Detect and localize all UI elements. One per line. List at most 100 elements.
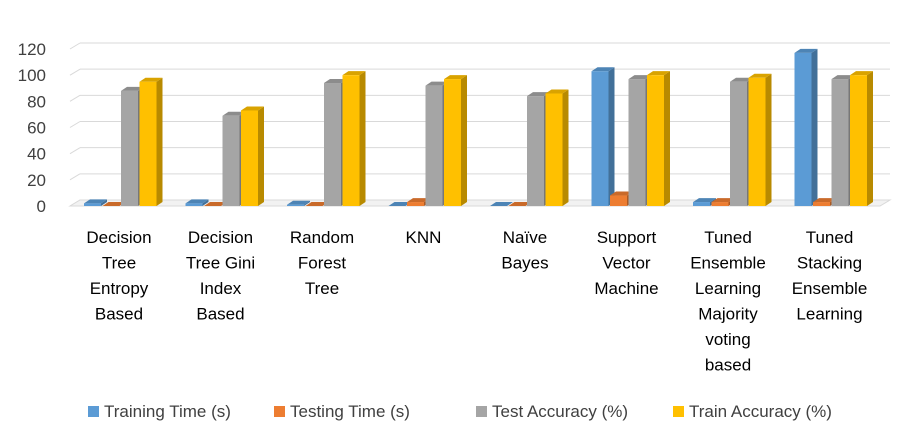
bar-top (527, 92, 550, 97)
category-label: Naïve Bayes (501, 228, 548, 273)
category-label-line: Naïve (503, 228, 547, 247)
category-label: Decision Tree Entropy Based (86, 228, 151, 324)
bar-top (444, 75, 467, 80)
bar-side (101, 199, 107, 206)
category-label-line: Ensemble (690, 254, 766, 273)
category-label: Support Vector Machine (594, 228, 658, 298)
bar-front (222, 115, 240, 206)
bar-top (628, 75, 652, 80)
bar-front (342, 75, 360, 207)
bar (102, 202, 126, 206)
legend-label: Train Accuracy (%) (689, 402, 832, 421)
y-tick-label: 60 (27, 119, 46, 138)
bar-top (490, 202, 513, 206)
bar-top (84, 199, 107, 204)
bar-front (610, 195, 627, 206)
bar-side (664, 71, 670, 207)
bar-top (139, 77, 163, 82)
legend: Training Time (s) Testing Time (s) Test Ac… (88, 402, 832, 421)
bar-side (867, 71, 873, 207)
bar-top (185, 199, 209, 204)
bar (84, 199, 107, 206)
bar (508, 202, 532, 206)
category-label-line: Learning (695, 279, 761, 298)
legend-label: Test Accuracy (%) (492, 402, 628, 421)
bar-front (121, 90, 138, 206)
bar-side (304, 200, 310, 206)
category-label-line: Ensemble (792, 279, 868, 298)
legend-swatch (88, 406, 99, 417)
category-label-line: voting (705, 330, 750, 349)
category-label-line: Support (597, 228, 657, 247)
legend-item: Training Time (s) (88, 402, 231, 421)
y-tick-label: 100 (18, 66, 46, 85)
bar-front (444, 79, 461, 206)
category-label-line: Tree (102, 254, 136, 273)
bar (748, 73, 772, 207)
category-label-line: Stacking (797, 254, 862, 273)
bar-top (831, 75, 855, 80)
bar-top (508, 202, 532, 206)
bar-front (813, 202, 830, 206)
legend-swatch (274, 406, 285, 417)
bar-front (850, 75, 867, 207)
gridline-side (69, 173, 81, 181)
bar-top (794, 48, 818, 53)
bar (185, 199, 209, 206)
bar-front (139, 81, 157, 206)
bar-front (241, 110, 258, 206)
bar-front (84, 203, 101, 206)
bar-front (425, 85, 443, 206)
bar-top (102, 202, 126, 206)
category-label-line: Learning (796, 305, 862, 324)
category-label-line: Based (95, 305, 143, 324)
bar-front (628, 79, 646, 206)
bar-front (831, 79, 849, 206)
category-label-line: KNN (406, 228, 442, 247)
bar (342, 71, 366, 207)
bar-top (591, 67, 615, 72)
bar-front (711, 202, 729, 206)
category-label-line: Random (290, 228, 354, 247)
bar-side (461, 75, 467, 206)
bar-side (359, 71, 366, 207)
y-tick-label: 20 (27, 171, 46, 190)
bars (84, 48, 873, 207)
bar-top (693, 198, 716, 203)
bar-top (545, 89, 569, 94)
y-tick-label: 0 (37, 197, 46, 216)
bar (490, 202, 513, 206)
legend-item: Test Accuracy (%) (476, 402, 628, 421)
gridline-side (69, 147, 81, 155)
category-label-line: Majority (698, 305, 758, 324)
bar (545, 89, 569, 206)
bar-side (608, 67, 615, 206)
legend-item: Testing Time (s) (274, 402, 410, 421)
legend-item: Train Accuracy (%) (673, 402, 832, 421)
legend-label: Training Time (s) (104, 402, 231, 421)
bar (139, 77, 163, 206)
bar-top (748, 73, 772, 78)
y-axis-ticks: 0 20 40 60 80 100 120 (18, 40, 46, 216)
bar-side (156, 77, 163, 206)
legend-label: Testing Time (s) (290, 402, 410, 421)
y-tick-label: 80 (27, 92, 46, 111)
category-label-line: Tuned (704, 228, 752, 247)
category-label-line: Decision (86, 228, 151, 247)
bar (591, 67, 615, 206)
bar (850, 71, 873, 207)
bar-top (647, 71, 670, 76)
bar-front (545, 93, 563, 206)
bar-front (794, 52, 812, 206)
bar-front (407, 202, 424, 206)
category-label: KNN (406, 228, 442, 247)
bar-front (748, 77, 766, 207)
bar-top (342, 71, 366, 76)
category-label: Tuned Stacking Ensemble Learning (792, 228, 868, 324)
bar-side (562, 89, 569, 206)
bar-side (202, 199, 209, 206)
gridline-side (69, 121, 81, 128)
bar-top (287, 200, 310, 205)
category-label-line: Bayes (501, 254, 548, 273)
